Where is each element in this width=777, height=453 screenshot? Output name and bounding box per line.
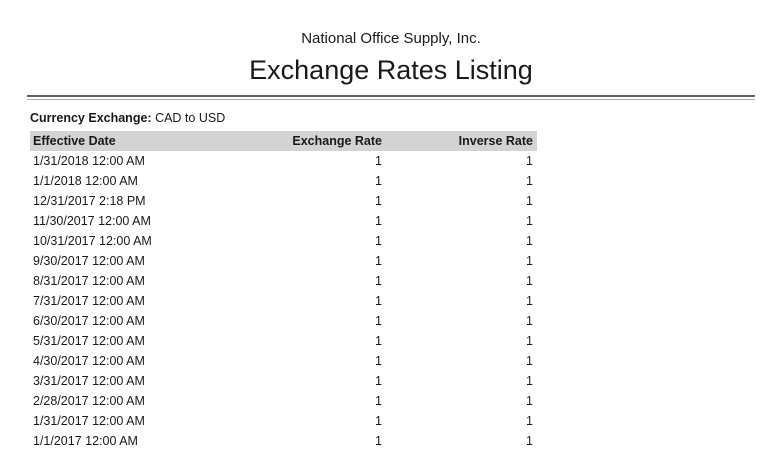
table-row: 11/30/2017 12:00 AM 1 1 <box>30 211 537 231</box>
cell-effective-date: 11/30/2017 12:00 AM <box>33 214 151 228</box>
cell-effective-date: 10/31/2017 12:00 AM <box>33 234 152 248</box>
exchange-rates-table-body: 1/31/2018 12:00 AM 1 1 1/1/2018 12:00 AM… <box>30 151 537 451</box>
cell-inverse-rate: 1 <box>526 194 533 208</box>
table-row: 1/1/2018 12:00 AM 1 1 <box>30 171 537 191</box>
currency-exchange-filter-label: Currency Exchange: <box>30 111 152 125</box>
column-header-effective-date: Effective Date <box>30 131 235 151</box>
cell-exchange-rate: 1 <box>375 354 382 368</box>
table-row: 4/30/2017 12:00 AM 1 1 <box>30 351 537 371</box>
column-header-exchange-rate: Exchange Rate <box>235 131 386 151</box>
cell-inverse-rate: 1 <box>526 374 533 388</box>
cell-inverse-rate: 1 <box>526 254 533 268</box>
cell-effective-date: 1/1/2018 12:00 AM <box>33 174 138 188</box>
table-row: 7/31/2017 12:00 AM 1 1 <box>30 291 537 311</box>
cell-effective-date: 3/31/2017 12:00 AM <box>33 374 145 388</box>
currency-exchange-filter-value: CAD to USD <box>155 111 226 125</box>
cell-exchange-rate: 1 <box>375 394 382 408</box>
table-row: 5/31/2017 12:00 AM 1 1 <box>30 331 537 351</box>
cell-inverse-rate: 1 <box>526 274 533 288</box>
table-row: 1/1/2017 12:00 AM 1 1 <box>30 431 537 451</box>
cell-effective-date: 1/31/2017 12:00 AM <box>33 414 145 428</box>
table-row: 1/31/2018 12:00 AM 1 1 <box>30 151 537 171</box>
cell-inverse-rate: 1 <box>526 334 533 348</box>
cell-exchange-rate: 1 <box>375 374 382 388</box>
table-header-row: Effective Date Exchange Rate Inverse Rat… <box>30 131 537 151</box>
cell-inverse-rate: 1 <box>526 214 533 228</box>
cell-exchange-rate: 1 <box>375 294 382 308</box>
cell-inverse-rate: 1 <box>526 314 533 328</box>
cell-inverse-rate: 1 <box>526 394 533 408</box>
cell-exchange-rate: 1 <box>375 254 382 268</box>
table-row: 2/28/2017 12:00 AM 1 1 <box>30 391 537 411</box>
currency-exchange-filter: Currency Exchange: CAD to USD <box>30 111 755 126</box>
cell-exchange-rate: 1 <box>375 174 382 188</box>
cell-effective-date: 4/30/2017 12:00 AM <box>33 354 145 368</box>
table-row: 6/30/2017 12:00 AM 1 1 <box>30 311 537 331</box>
cell-effective-date: 9/30/2017 12:00 AM <box>33 254 145 268</box>
table-row: 9/30/2017 12:00 AM 1 1 <box>30 251 537 271</box>
cell-exchange-rate: 1 <box>375 414 382 428</box>
cell-exchange-rate: 1 <box>375 334 382 348</box>
table-row: 8/31/2017 12:00 AM 1 1 <box>30 271 537 291</box>
cell-exchange-rate: 1 <box>375 154 382 168</box>
cell-effective-date: 1/31/2018 12:00 AM <box>33 154 145 168</box>
table-row: 10/31/2017 12:00 AM 1 1 <box>30 231 537 251</box>
cell-effective-date: 12/31/2017 2:18 PM <box>33 194 146 208</box>
cell-exchange-rate: 1 <box>375 194 382 208</box>
cell-inverse-rate: 1 <box>526 294 533 308</box>
cell-effective-date: 5/31/2017 12:00 AM <box>33 334 145 348</box>
cell-inverse-rate: 1 <box>526 434 533 448</box>
cell-effective-date: 2/28/2017 12:00 AM <box>33 394 145 408</box>
cell-inverse-rate: 1 <box>526 174 533 188</box>
exchange-rates-table: Effective Date Exchange Rate Inverse Rat… <box>30 131 537 451</box>
cell-inverse-rate: 1 <box>526 414 533 428</box>
title-divider <box>27 95 755 100</box>
cell-inverse-rate: 1 <box>526 154 533 168</box>
report-title: Exchange Rates Listing <box>249 55 533 85</box>
cell-exchange-rate: 1 <box>375 314 382 328</box>
cell-effective-date: 6/30/2017 12:00 AM <box>33 314 145 328</box>
cell-exchange-rate: 1 <box>375 234 382 248</box>
cell-exchange-rate: 1 <box>375 434 382 448</box>
table-row: 12/31/2017 2:18 PM 1 1 <box>30 191 537 211</box>
cell-effective-date: 8/31/2017 12:00 AM <box>33 274 145 288</box>
cell-exchange-rate: 1 <box>375 214 382 228</box>
column-header-inverse-rate: Inverse Rate <box>386 131 537 151</box>
cell-effective-date: 1/1/2017 12:00 AM <box>33 434 138 448</box>
cell-effective-date: 7/31/2017 12:00 AM <box>33 294 145 308</box>
cell-inverse-rate: 1 <box>526 234 533 248</box>
table-row: 1/31/2017 12:00 AM 1 1 <box>30 411 537 431</box>
table-row: 3/31/2017 12:00 AM 1 1 <box>30 371 537 391</box>
cell-exchange-rate: 1 <box>375 274 382 288</box>
company-name: National Office Supply, Inc. <box>301 30 481 47</box>
cell-inverse-rate: 1 <box>526 354 533 368</box>
